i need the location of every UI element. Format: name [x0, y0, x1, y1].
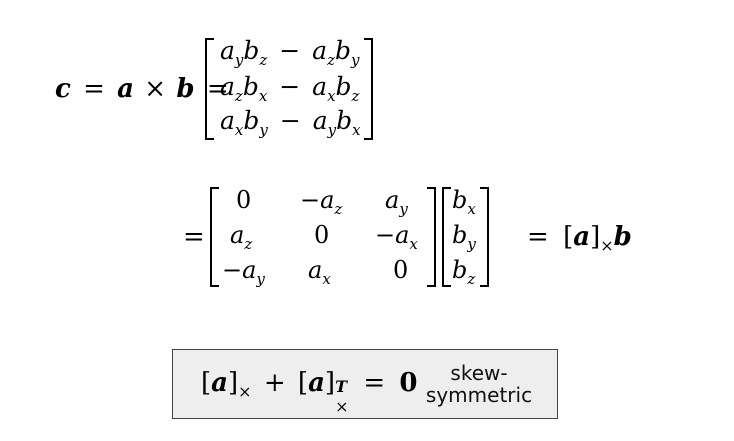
vector-cell: by — [452, 221, 476, 253]
skew-label-line-1: skew- — [450, 361, 508, 385]
vector-b: b — [176, 74, 195, 104]
matrix-cell: −ax — [375, 221, 418, 253]
matrix-right-bracket — [427, 187, 436, 287]
skew-symmetric-box: [a]× + [a] T × = 0 skew- symmetric — [172, 349, 558, 419]
equals-sign: = — [527, 222, 549, 252]
cross-row-2: azbx − axbz — [220, 72, 360, 105]
lhs-expression: c = a × b = — [55, 74, 229, 104]
vector-left-bracket — [442, 187, 451, 287]
matrix-cell: ax — [308, 256, 331, 288]
matrix-cell: −ay — [222, 256, 265, 288]
vector-right-bracket — [480, 187, 489, 287]
right-bracket — [364, 38, 373, 140]
equals-sign: = — [183, 222, 205, 252]
matrix-cell: 0 — [236, 186, 252, 214]
equals-sign: = — [206, 74, 229, 104]
cross-row-3: axby − aybx — [220, 106, 361, 139]
matrix-left-bracket — [210, 187, 219, 287]
left-bracket — [205, 38, 214, 140]
matrix-cell: ay — [385, 186, 408, 218]
cross-row-1: aybz − azby — [220, 36, 360, 69]
skew-label-line-2: symmetric — [425, 383, 533, 407]
matrix-cell: 0 — [314, 221, 330, 249]
vector-a: a — [117, 74, 135, 104]
equals-sign: = — [83, 74, 105, 104]
cross-sign: × — [144, 74, 167, 104]
matrix-cell: 0 — [393, 256, 409, 284]
rhs-expression: = [a]×b — [527, 222, 632, 256]
vector-cell: bz — [452, 256, 476, 288]
skew-symmetric-label: skew- symmetric — [419, 362, 539, 406]
skew-identity: [a]× + [a] T × = 0 — [201, 368, 418, 416]
matrix-cell: az — [230, 221, 253, 253]
vector-c: c — [55, 74, 71, 104]
vector-cell: bx — [452, 186, 476, 218]
matrix-cell: −az — [300, 186, 343, 218]
